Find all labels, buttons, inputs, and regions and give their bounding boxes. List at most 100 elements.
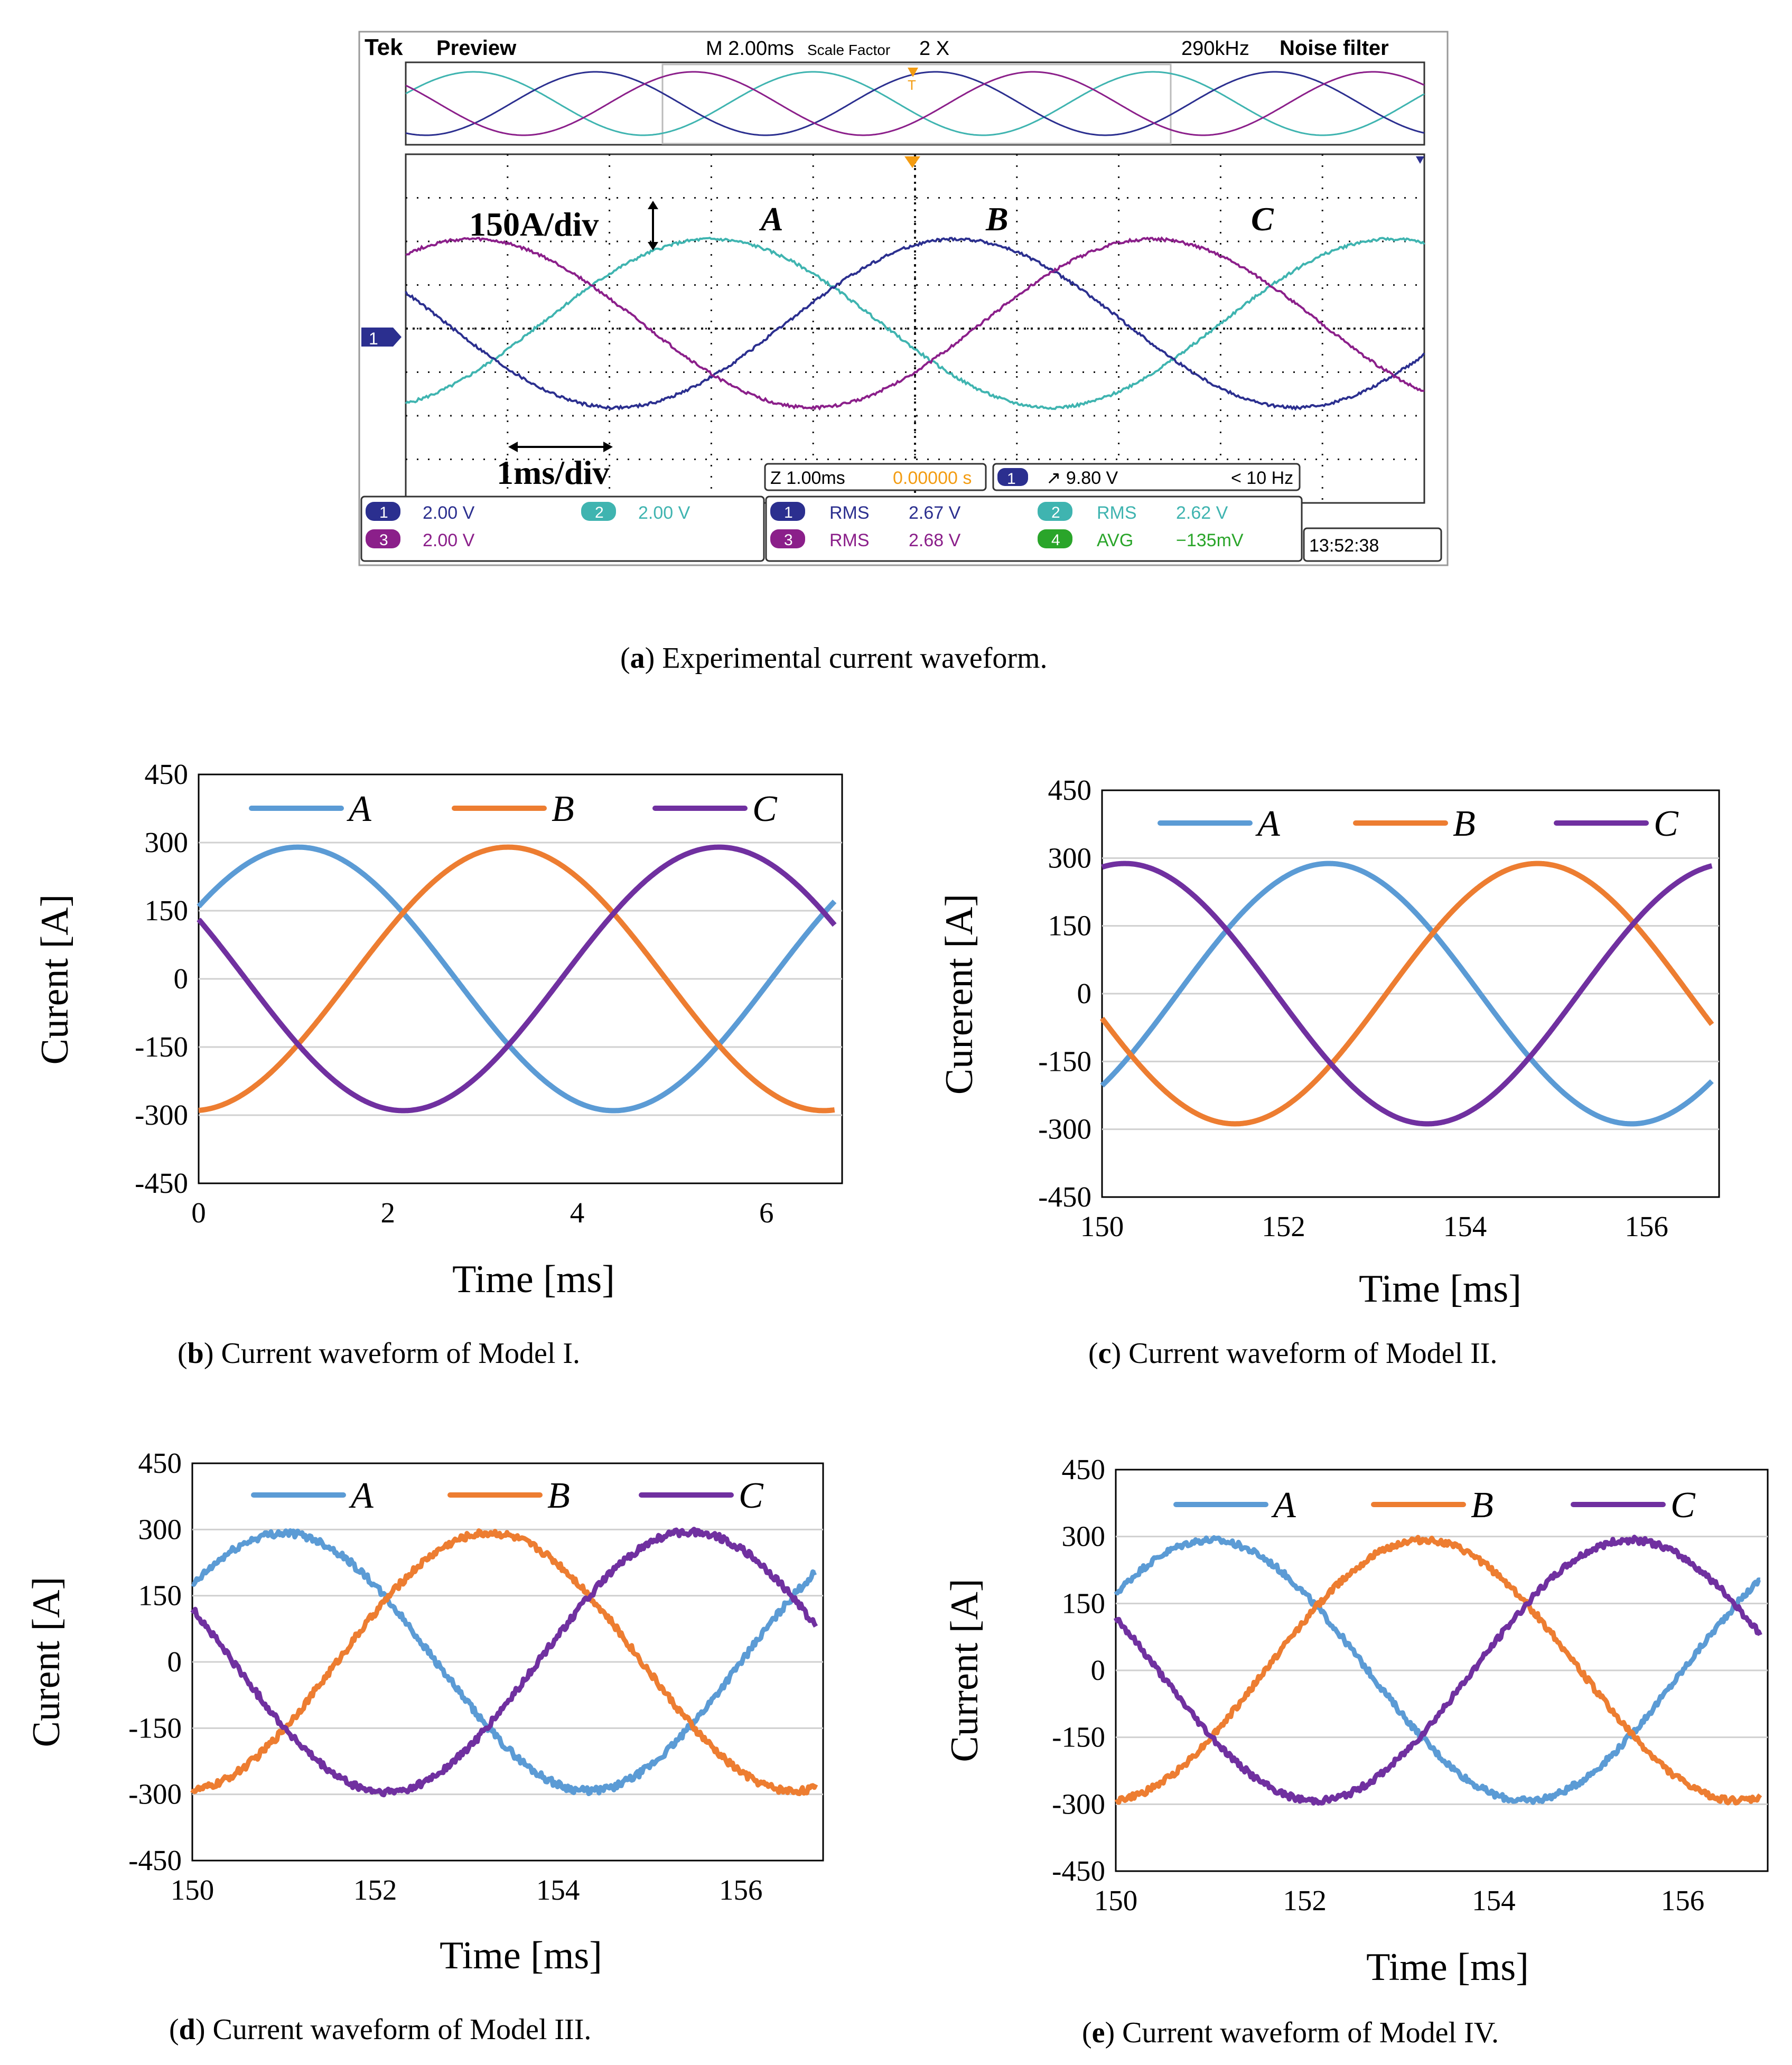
x-axis-label: Time [ms]: [440, 1934, 602, 1977]
scope-timebase: M 2.00ms: [706, 38, 794, 60]
y-tick-label: -450: [1038, 1181, 1091, 1213]
caption-e-letter: e: [1092, 2016, 1105, 2049]
caption-b: (b) Current waveform of Model I.: [178, 1337, 580, 1370]
x-axis-label: Time [ms]: [1359, 1267, 1522, 1311]
channel-scale: 2.00 V: [423, 530, 475, 550]
scope-sample-rate: 290kHz: [1181, 38, 1249, 60]
measurement-type: RMS: [829, 530, 870, 550]
clock: 13:52:38: [1309, 536, 1379, 556]
legend-label: A: [1271, 1485, 1296, 1526]
y-tick-label: 150: [145, 894, 189, 927]
y-tick-label: -300: [1038, 1113, 1091, 1145]
legend-label: C: [739, 1475, 764, 1516]
channel-badge: [366, 502, 400, 521]
phase-label-a: A: [759, 200, 783, 238]
measurement-badge: [770, 529, 805, 548]
y-tick-label: 450: [1048, 774, 1092, 806]
series-line-a: [1100, 861, 1714, 1127]
caption-d-letter: d: [179, 2013, 195, 2046]
measurement-badge: [770, 502, 805, 521]
channel-settings-box: [360, 496, 765, 562]
overview-trace-a: [405, 71, 1425, 136]
measurement-type: RMS: [829, 503, 870, 523]
clock-box: [1303, 527, 1442, 562]
zoom-readout-box: [764, 463, 987, 491]
vdiv-label: 150A/div: [469, 205, 599, 243]
y-tick-label: -150: [1038, 1045, 1091, 1077]
legend-label: A: [1255, 803, 1280, 844]
x-tick-label: 150: [1094, 1884, 1138, 1917]
caption-c: (c) Current waveform of Model II.: [1088, 1337, 1497, 1370]
legend-label: B: [552, 789, 574, 829]
y-tick-label: 0: [167, 1646, 182, 1678]
measurement-badge-number: 1: [784, 504, 793, 521]
graticule-grid: [406, 154, 1424, 503]
ch1-marker-label: 1: [369, 329, 378, 348]
x-tick-label: 154: [536, 1874, 580, 1906]
caption-a: (a) Experimental current waveform.: [620, 642, 1048, 675]
y-tick-label: 150: [1048, 910, 1092, 942]
tdiv-arrow-icon: [508, 442, 613, 452]
channel-settings: 1 2.00 V 2 2.00 V 3 2.00 V: [366, 502, 690, 550]
trigger-marker-icon: [904, 156, 920, 168]
y-tick-label: 0: [1091, 1654, 1106, 1686]
y-tick-label: 150: [1062, 1587, 1106, 1619]
legend-label: C: [752, 789, 778, 829]
y-tick-label: 300: [1062, 1520, 1106, 1553]
caption-b-text: Current waveform of Model I.: [213, 1337, 580, 1370]
y-tick-label: 150: [138, 1580, 182, 1612]
x-tick-label: 154: [1443, 1210, 1487, 1242]
caption-d: (d) Current waveform of Model III.: [169, 2013, 591, 2046]
x-tick-label: 150: [1080, 1210, 1124, 1242]
channel-badge: [366, 529, 400, 548]
measurement-value: 2.68 V: [909, 530, 961, 550]
x-tick-label: 156: [1625, 1210, 1668, 1242]
y-tick-label: -150: [128, 1712, 182, 1744]
vdiv-arrow-icon: [648, 201, 658, 250]
channel-badge: [581, 502, 616, 521]
y-tick-label: -450: [128, 1844, 182, 1876]
trigger-t-icon: T: [908, 77, 916, 93]
trigger-channel-badge: [997, 468, 1028, 486]
overview-trace-b: [405, 71, 1425, 136]
x-tick-label: 152: [1283, 1884, 1327, 1917]
measurement-badge-number: 3: [784, 531, 793, 549]
x-tick-label: 4: [570, 1197, 585, 1229]
y-tick-label: -300: [1052, 1788, 1105, 1820]
channel-badge-number: 2: [595, 504, 604, 521]
zoom-position: 0.00000 s: [893, 468, 972, 488]
legend-label: A: [349, 1475, 374, 1516]
caption-e: (e) Current waveform of Model IV.: [1082, 2016, 1499, 2049]
series-line-c: [197, 844, 837, 1114]
series-line-b: [190, 1528, 818, 1797]
y-tick-label: -450: [1052, 1855, 1105, 1887]
legend-label: B: [1471, 1485, 1494, 1526]
scope-mode: Preview: [436, 36, 517, 60]
trigger-level-icon: [1416, 156, 1424, 164]
overview-traces: [405, 71, 1425, 136]
y-tick-label: 300: [1048, 842, 1092, 874]
scope-trace-b: [405, 237, 1425, 411]
trigger-position-icon: [908, 68, 918, 77]
x-tick-label: 6: [759, 1197, 774, 1229]
y-tick-label: -150: [1052, 1721, 1105, 1753]
y-tick-label: -300: [128, 1778, 182, 1810]
caption-a-letter: a: [630, 642, 645, 675]
scope-scale-factor-value: 2 X: [919, 38, 949, 60]
y-tick-label: 450: [1062, 1453, 1106, 1485]
y-tick-label: -300: [135, 1099, 188, 1131]
y-tick-label: 450: [138, 1447, 182, 1479]
legend-label: B: [547, 1475, 570, 1516]
legend-label: A: [347, 789, 371, 829]
series-line-a: [197, 844, 837, 1114]
measurement-value: −135mV: [1176, 530, 1244, 550]
ch1-marker-icon: [361, 328, 402, 347]
legend-label: C: [1654, 803, 1679, 844]
caption-c-text: Current waveform of Model II.: [1121, 1337, 1497, 1370]
caption-b-letter: b: [188, 1337, 204, 1370]
x-axis-label: Time [ms]: [452, 1258, 615, 1301]
